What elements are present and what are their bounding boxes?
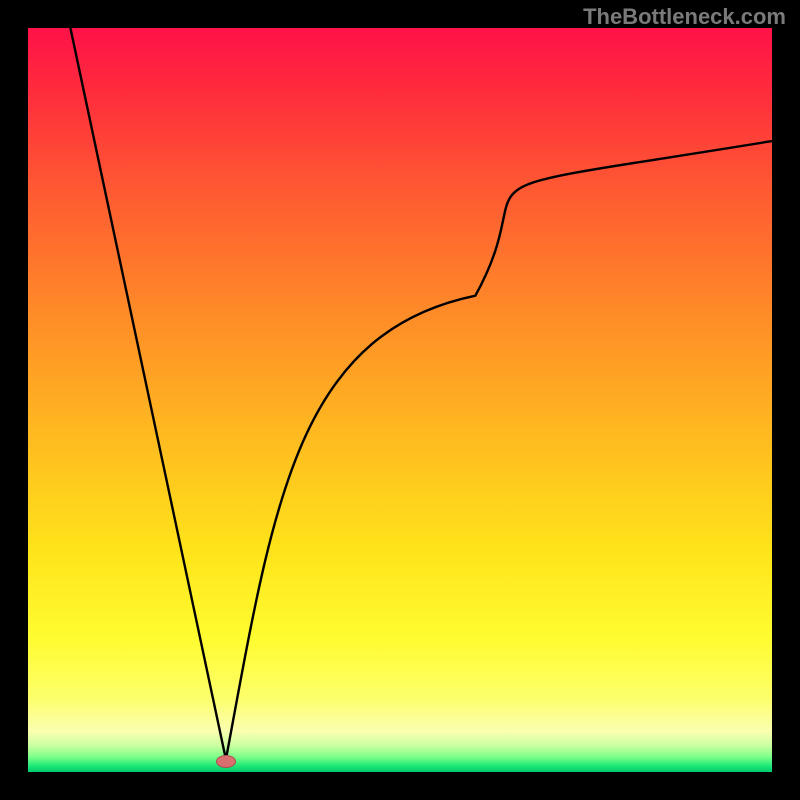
chart-container: TheBottleneck.com bbox=[0, 0, 800, 800]
v-curve bbox=[28, 28, 772, 772]
watermark-text: TheBottleneck.com bbox=[583, 4, 786, 30]
optimum-marker bbox=[216, 755, 236, 768]
plot-area bbox=[28, 28, 772, 772]
